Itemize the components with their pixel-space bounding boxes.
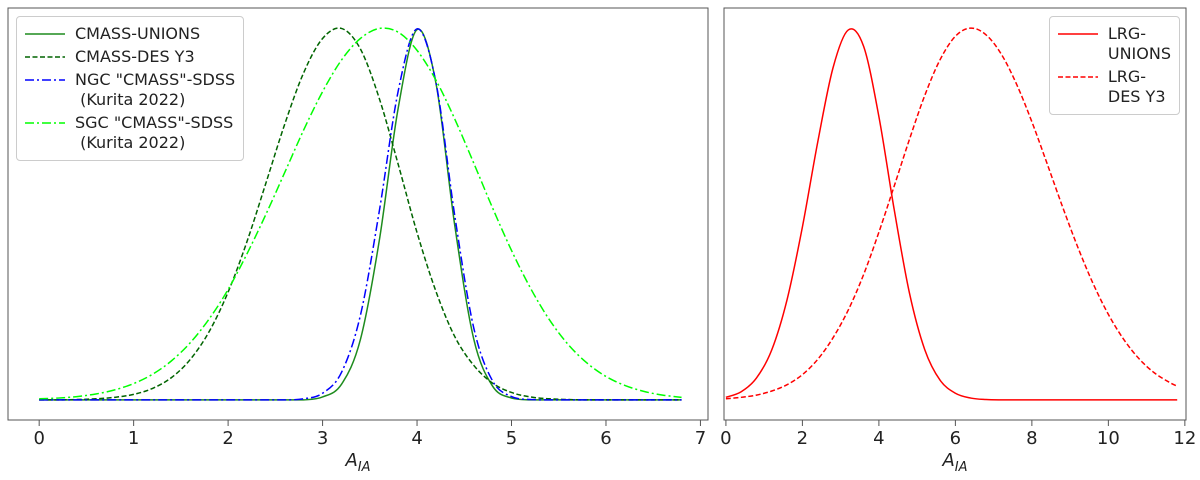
x-tick-label: 3 [317, 428, 328, 449]
x-tick-label: 8 [1026, 428, 1037, 449]
series-line [39, 27, 682, 401]
legend-entry: SGC "CMASS"-SDSS (Kurita 2022) [23, 113, 235, 153]
x-tick-label: 5 [506, 428, 517, 449]
legend-swatch [1057, 33, 1098, 35]
x-tick-label: 6 [600, 428, 611, 449]
x-axis-label-subscript: IA [955, 460, 968, 475]
series-line [725, 27, 1178, 400]
legend-entry: LRG- UNIONS [1056, 24, 1171, 64]
legend-swatch [1057, 76, 1098, 78]
series-line [39, 27, 682, 400]
x-axis-label: AIA [344, 450, 370, 475]
legend-label: SGC "CMASS"-SDSS (Kurita 2022) [75, 113, 234, 152]
x-tick-label: 12 [1173, 428, 1196, 449]
plot-frame [7, 7, 709, 421]
legend-label: CMASS-UNIONS [75, 24, 201, 43]
x-axis-label: AIA [941, 450, 967, 475]
x-tick-label: 4 [411, 428, 422, 449]
x-tick-label: 0 [720, 428, 731, 449]
x-axis-label-subscript: IA [358, 460, 371, 475]
x-tick-label: 4 [873, 428, 884, 449]
x-tick-label: 2 [222, 428, 233, 449]
legend-entry: NGC "CMASS"-SDSS (Kurita 2022) [23, 70, 235, 110]
x-tick-label: 6 [950, 428, 961, 449]
series-line [725, 28, 1178, 401]
x-axis-label-main: A [941, 450, 954, 471]
legend-swatch [25, 122, 65, 124]
x-tick-label: 0 [33, 428, 44, 449]
legend-swatch [25, 56, 65, 58]
legend-label: LRG- UNIONS [1107, 24, 1171, 63]
legend-label: NGC "CMASS"-SDSS (Kurita 2022) [75, 70, 236, 109]
legend-swatch [25, 33, 65, 35]
x-axis-label-main: A [344, 450, 357, 471]
series-line [39, 28, 682, 401]
legend-entry: CMASS-UNIONS [23, 24, 235, 44]
x-tick-label: 1 [128, 428, 139, 449]
x-tick-label: 7 [695, 428, 706, 449]
x-tick-label: 10 [1097, 428, 1120, 449]
legend-entry: LRG- DES Y3 [1056, 67, 1171, 107]
legend-swatch [25, 79, 65, 81]
legend-entry: CMASS-DES Y3 [23, 47, 235, 67]
x-tick-label: 2 [797, 428, 808, 449]
legend-label: CMASS-DES Y3 [75, 47, 195, 66]
legend-label: LRG- DES Y3 [1107, 67, 1166, 106]
legend: CMASS-UNIONS CMASS-DES Y3 NGC "CMASS"-SDSS… [16, 16, 245, 161]
legend: LRG- UNIONS LRG- DES Y3 [1048, 16, 1180, 115]
